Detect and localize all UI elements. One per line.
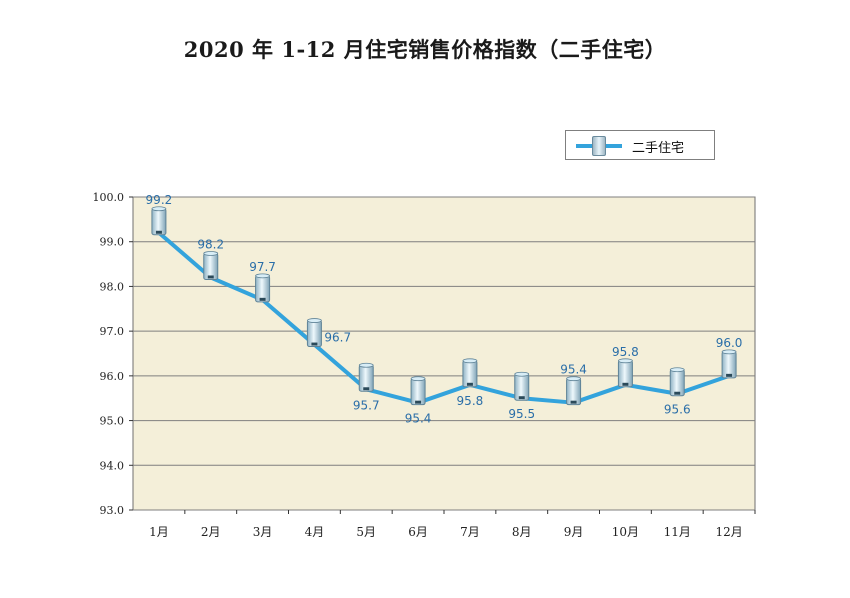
x-tick-label: 6月 (408, 525, 428, 539)
data-point-marker (669, 367, 685, 397)
data-point-marker (358, 362, 374, 392)
x-tick-label: 12月 (715, 525, 742, 539)
data-point-marker (255, 273, 271, 303)
legend-label: 二手住宅 (632, 141, 685, 156)
y-tick-label: 94.0 (100, 459, 125, 472)
data-point-marker (462, 358, 478, 388)
series-二手住宅 (151, 206, 737, 406)
x-tick-label: 9月 (564, 525, 584, 539)
chart-title: 2020 年 1-12 月住宅销售价格指数（二手住宅） (183, 37, 667, 62)
data-label: 95.8 (612, 345, 639, 359)
x-tick-label: 10月 (612, 525, 639, 539)
x-tick-label: 11月 (664, 525, 691, 539)
data-point-marker (617, 358, 633, 388)
data-label: 95.5 (508, 407, 535, 421)
axes: 100.0 99.0 98.0 97.0 96.0 95.0 94.0 93.0 1月 2月 3月 4… (93, 191, 756, 539)
data-point-marker (306, 318, 322, 348)
y-tick-label: 99.0 (100, 236, 125, 249)
data-label: 97.7 (249, 260, 276, 274)
plot-area (132, 196, 756, 511)
legend-marker-icon (592, 136, 606, 156)
data-label: 95.6 (664, 403, 691, 417)
data-label: 95.8 (457, 394, 484, 408)
y-tick-label: 95.0 (100, 415, 125, 428)
data-point-marker (514, 371, 530, 401)
x-tick-label: 3月 (253, 525, 273, 539)
y-tick-label: 100.0 (93, 191, 125, 204)
data-point-marker (721, 349, 737, 379)
x-tick-label: 2月 (201, 525, 221, 539)
x-tick-label: 1月 (149, 525, 169, 539)
y-tick-label: 97.0 (100, 325, 125, 338)
data-label: 96.7 (324, 331, 351, 345)
x-tick-label: 7月 (460, 525, 480, 539)
y-tick-label: 98.0 (100, 280, 125, 293)
data-label: 98.2 (197, 237, 224, 251)
data-point-marker (566, 376, 582, 406)
x-tick-label: 8月 (512, 525, 532, 539)
series-line (156, 230, 732, 405)
data-point-marker (151, 206, 167, 236)
data-point-marker (203, 251, 219, 280)
data-label: 95.4 (560, 363, 587, 377)
data-labels: 99.2 98.2 97.7 96.7 95.7 95.4 95.8 95.5 95.4 95.8… (146, 193, 743, 426)
data-label: 96.0 (716, 336, 743, 350)
y-tick-label: 96.0 (100, 370, 125, 383)
data-label: 99.2 (146, 193, 173, 207)
x-tick-label: 5月 (356, 525, 376, 539)
y-tick-label: 93.0 (100, 504, 125, 517)
legend: 二手住宅 (565, 130, 715, 160)
data-point-marker (410, 376, 426, 406)
data-label: 95.4 (405, 412, 432, 426)
data-label: 95.7 (353, 398, 380, 412)
x-tick-label: 4月 (305, 525, 325, 539)
